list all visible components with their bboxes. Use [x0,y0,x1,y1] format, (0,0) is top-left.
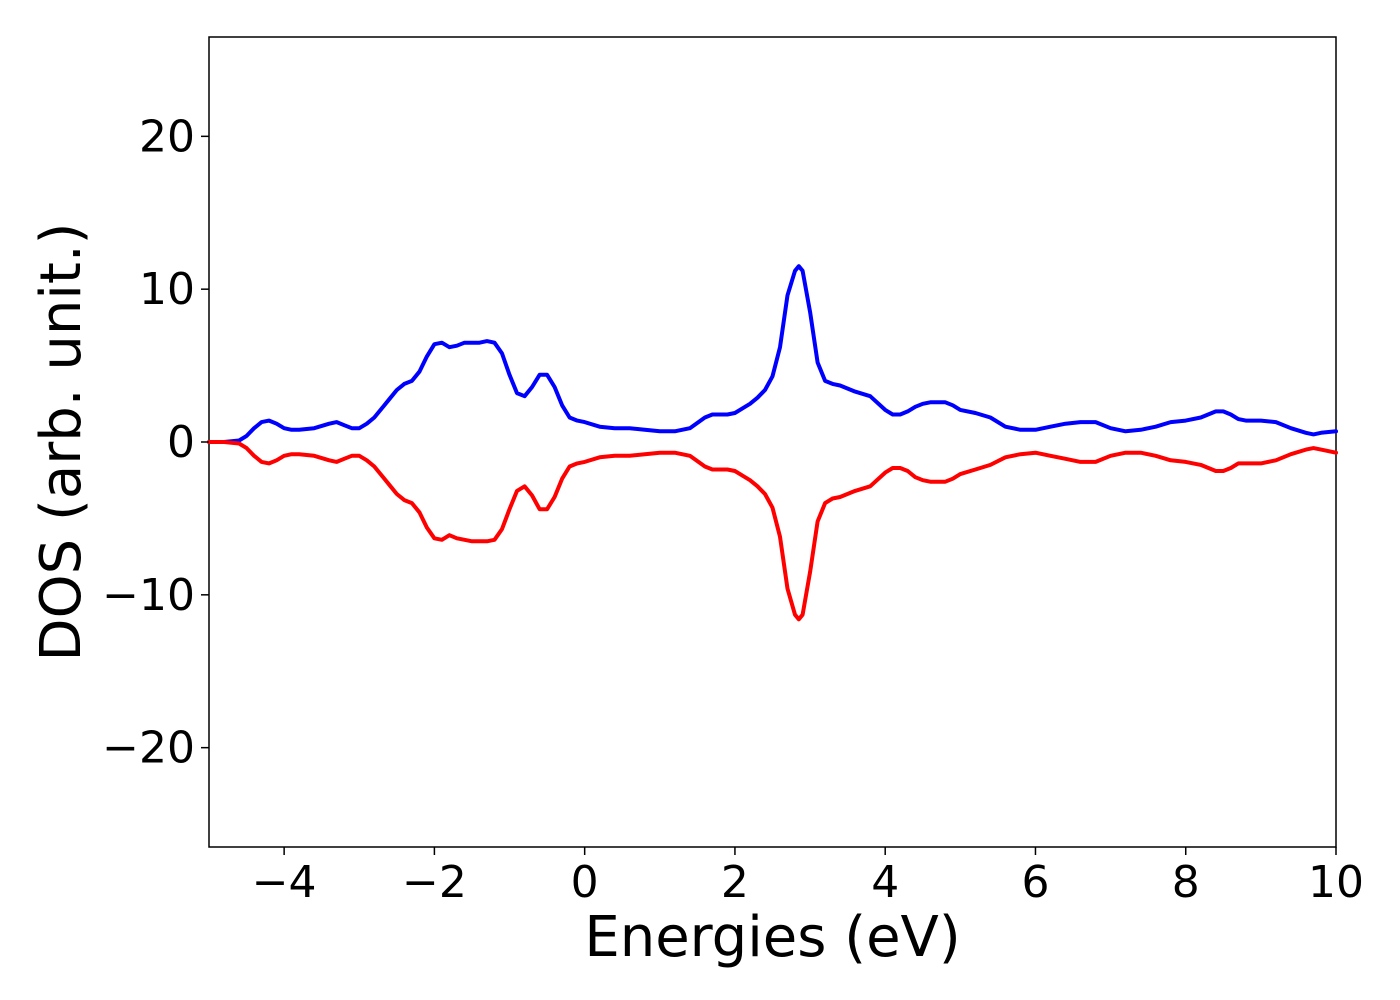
x-tick-label: 0 [571,857,599,908]
series-line-1 [207,264,1338,444]
x-tick-label: −2 [402,857,467,908]
series-layer [207,264,1338,622]
y-tick-label: −10 [102,570,195,621]
x-axis-ticks: −4 −2 0 2 4 6 8 10 [252,847,1364,908]
y-tick-label: −20 [102,723,195,774]
plot-area [207,36,1338,848]
plot-frame [208,36,1337,848]
y-tick-label: 0 [167,417,195,468]
y-axis-label: DOS (arb. unit.) [29,222,94,661]
y-tick-label: 10 [139,264,195,315]
x-tick-label: 6 [1021,857,1049,908]
x-tick-label: −4 [252,857,317,908]
x-tick-label: 2 [721,857,749,908]
x-axis-label: Energies (eV) [584,905,960,970]
y-axis-ticks: 20 10 0 −10 −20 [102,111,209,774]
series-line-2 [207,440,1338,622]
x-tick-label: 4 [871,857,899,908]
y-tick-label: 20 [139,111,195,162]
x-tick-label: 8 [1172,857,1200,908]
x-tick-label: 10 [1308,857,1364,908]
